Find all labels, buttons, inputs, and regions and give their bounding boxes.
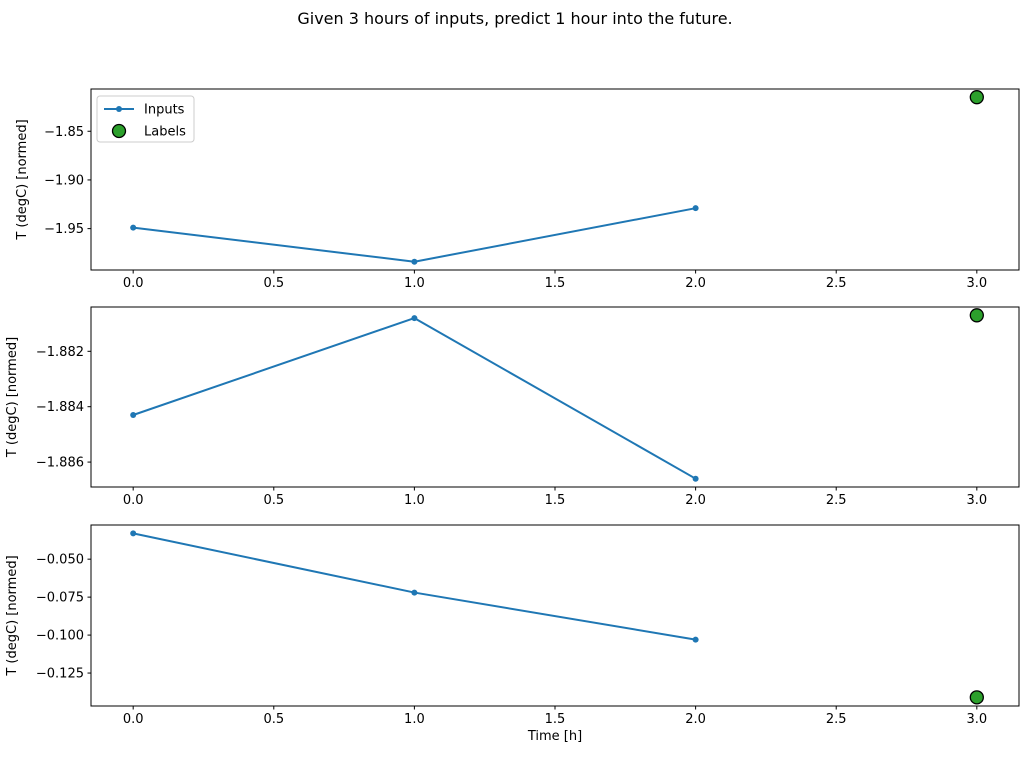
x-tick-label: 2.0 <box>685 276 706 291</box>
legend-label: Labels <box>144 125 186 140</box>
input-point-marker <box>692 205 699 212</box>
y-tick-label: −0.050 <box>36 553 84 568</box>
x-tick-label: 1.0 <box>404 276 425 291</box>
x-tick-label: 0.0 <box>123 493 144 508</box>
y-tick-label: −1.884 <box>36 400 84 415</box>
x-tick-label: 1.0 <box>404 493 425 508</box>
x-tick-label: 2.5 <box>826 712 847 727</box>
y-tick-label: −1.95 <box>44 222 84 237</box>
inputs-line <box>132 532 696 641</box>
y-axis-label: T (degC) [normed] <box>5 555 20 676</box>
label-point-marker <box>969 690 984 705</box>
y-tick-label: −0.075 <box>36 591 84 606</box>
input-point-marker <box>130 412 137 418</box>
y-tick-label: −1.90 <box>44 173 84 188</box>
input-point-marker <box>411 589 418 596</box>
y-tick-label: −1.882 <box>36 345 84 360</box>
inputs-line <box>133 207 696 263</box>
x-tick-label: 3.0 <box>966 712 987 727</box>
x-tick-label: 3.0 <box>966 493 987 508</box>
input-point-marker <box>692 636 699 643</box>
input-point-marker <box>130 224 137 231</box>
x-tick-label: 0.5 <box>263 276 284 291</box>
input-point-marker <box>130 530 137 537</box>
x-tick-label: 1.5 <box>545 276 566 291</box>
input-point-marker <box>411 258 418 265</box>
y-tick-label: −1.85 <box>44 125 84 140</box>
x-tick-label: 2.0 <box>685 712 706 727</box>
y-axis-label: T (degC) [normed] <box>15 119 30 240</box>
x-tick-label: 2.5 <box>826 276 847 291</box>
y-tick-label: −0.100 <box>36 629 84 644</box>
y-tick-label: −0.125 <box>36 667 84 682</box>
x-tick-label: 1.5 <box>545 712 566 727</box>
legend-circle-sample <box>111 123 127 139</box>
x-tick-label: 2.5 <box>826 493 847 508</box>
x-axis-label: Time [h] <box>527 729 582 744</box>
inputs-line <box>132 317 697 480</box>
label-point-marker <box>969 308 984 323</box>
figure-title: Given 3 hours of inputs, predict 1 hour … <box>297 9 733 28</box>
x-tick-label: 0.5 <box>263 712 284 727</box>
axes-frame <box>90 88 1020 271</box>
y-axis-label: T (degC) [normed] <box>5 337 20 458</box>
x-tick-label: 0.0 <box>123 712 144 727</box>
x-tick-label: 1.5 <box>545 493 566 508</box>
x-tick-label: 0.0 <box>123 276 144 291</box>
axes-frame <box>90 306 1020 488</box>
legend-label: Inputs <box>144 103 185 118</box>
x-tick-label: 3.0 <box>966 276 987 291</box>
x-tick-label: 1.0 <box>404 712 425 727</box>
y-tick-label: −1.886 <box>36 456 84 471</box>
legend-marker-sample <box>116 106 122 112</box>
input-point-marker <box>411 315 418 322</box>
x-tick-label: 0.5 <box>263 493 284 508</box>
x-tick-label: 2.0 <box>685 493 706 508</box>
label-point-marker <box>969 90 984 105</box>
input-point-marker <box>692 475 699 482</box>
